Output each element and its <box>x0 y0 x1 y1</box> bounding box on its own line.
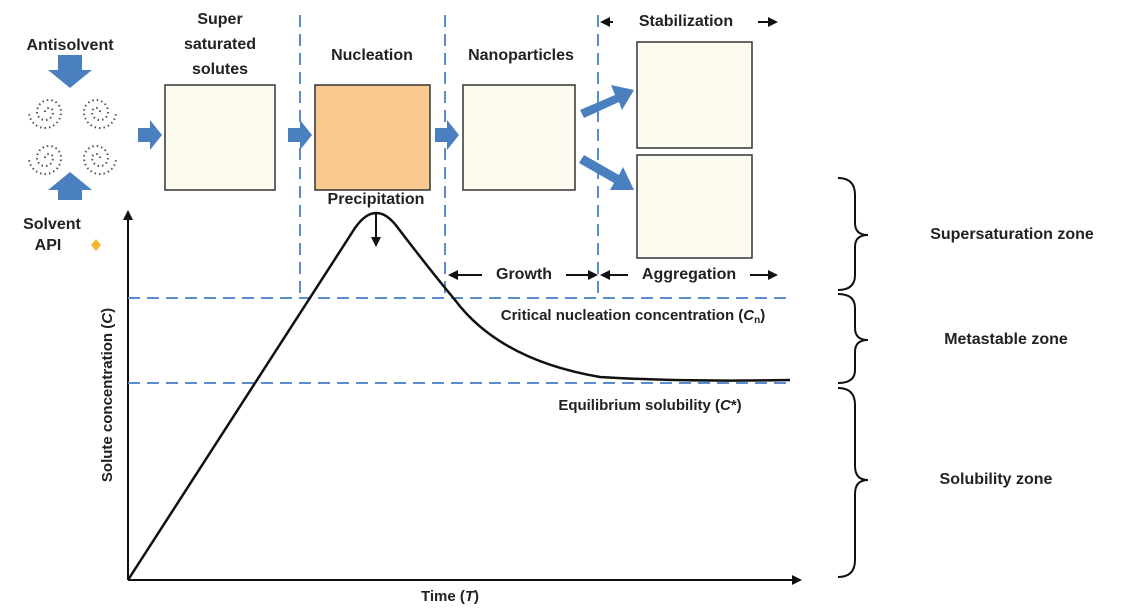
supersaturated-box <box>165 85 275 190</box>
stabilization-box <box>637 42 752 148</box>
diagonal-arrow <box>579 155 634 190</box>
x-axis-suffix: ) <box>474 588 479 605</box>
right-arrow <box>435 120 459 150</box>
api-icon <box>91 239 101 251</box>
supersaturated-label: saturated <box>184 36 256 53</box>
y-axis-label-text: Solute concentration ( <box>99 324 116 482</box>
zone-label: Supersaturation zone <box>930 226 1094 243</box>
equilibrium-label-text: Equilibrium solubility ( <box>558 397 720 414</box>
right-arrow <box>138 120 162 150</box>
equilibrium-suffix: *) <box>731 397 742 414</box>
aggregation-box <box>637 155 752 258</box>
down-arrow <box>48 55 92 88</box>
critical-label-text: Critical nucleation concentration ( <box>501 307 744 324</box>
api-label: API <box>35 237 62 254</box>
x-axis-label-text: Time ( <box>421 588 465 605</box>
nucleation-label: Nucleation <box>331 47 413 64</box>
y-axis-label: Solute concentration (C) <box>99 308 116 482</box>
zone-label: Solubility zone <box>940 471 1053 488</box>
nanoparticles-box <box>463 85 575 190</box>
aggregation-label: Aggregation <box>642 266 736 283</box>
antisolvent-label: Antisolvent <box>26 37 114 54</box>
zone-label: Metastable zone <box>944 331 1068 348</box>
diagonal-arrow <box>580 85 634 118</box>
nucleation-box <box>315 85 430 190</box>
growth-label: Growth <box>496 266 552 283</box>
critical-label: Critical nucleation concentration (Cn) <box>501 307 766 326</box>
x-axis-label: Time (T) <box>421 588 479 605</box>
swirls <box>29 100 116 174</box>
diagram: Antisolvent Super saturated solutes Nucl… <box>0 0 1133 608</box>
y-axis-suffix: ) <box>99 308 116 313</box>
right-arrow <box>288 120 312 150</box>
supersaturated-label: Super <box>197 11 242 28</box>
supersaturated-label: solutes <box>192 61 248 78</box>
nanoparticles-label: Nanoparticles <box>468 47 574 64</box>
braces <box>838 178 868 577</box>
precipitation-label: Precipitation <box>328 191 425 208</box>
up-arrow <box>48 172 92 200</box>
critical-suffix: ) <box>760 307 765 324</box>
solvent-label: Solvent <box>23 216 81 233</box>
equilibrium-label: Equilibrium solubility (C*) <box>558 397 741 414</box>
stabilization-label: Stabilization <box>639 13 733 30</box>
